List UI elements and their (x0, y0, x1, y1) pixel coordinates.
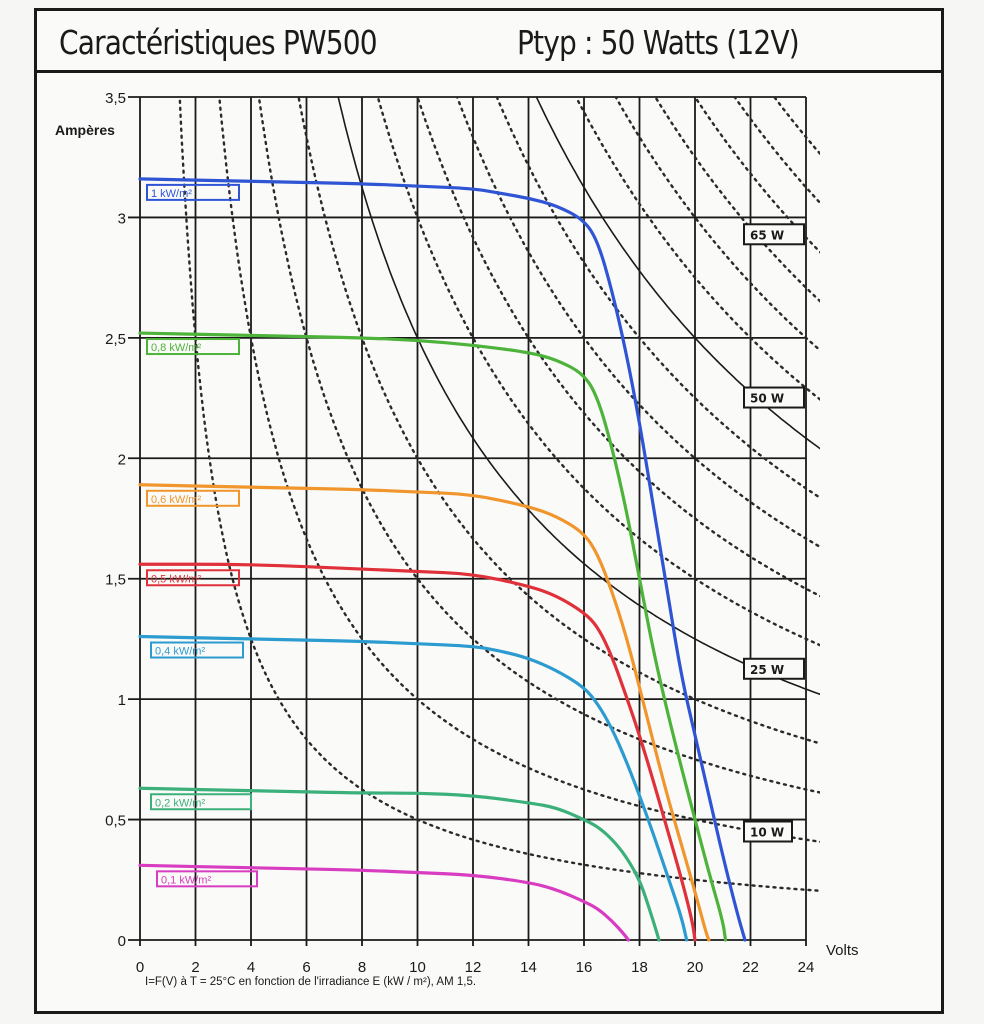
iso-power-dotted-40w (455, 97, 820, 549)
power-label-65w: 65 W (750, 228, 784, 242)
iso-power-dotted-55w (574, 97, 820, 401)
irradiance-label: 0,1 kW/m² (161, 874, 211, 886)
irradiance-label-box (146, 183, 240, 201)
x-tick-label: 6 (302, 959, 310, 976)
x-tick-label: 0 (136, 959, 144, 976)
chart-title-power: Ptyp : 50 Watts (12V) (517, 23, 800, 62)
y-tick-label: 0 (118, 933, 126, 950)
irradiance-label-box (150, 793, 252, 811)
irradiance-label: 1 kW/m² (151, 188, 192, 200)
y-tick-label: 2,5 (105, 331, 126, 348)
series-group (138, 177, 747, 942)
y-tick-label: 1,5 (105, 572, 126, 589)
x-tick-label: 18 (631, 959, 648, 976)
chart-title-model: Caractéristiques PW500 (59, 23, 378, 62)
power-label-box (743, 657, 805, 680)
iv-curve-0.2kw (138, 786, 661, 942)
irradiance-label: 0,4 kW/m² (155, 646, 205, 658)
irradiance-label-box (156, 870, 258, 888)
irradiance-label-box (150, 641, 244, 659)
irradiance-labels: 1 kW/m² 0,8 kW/m² 0,6 kW/m² 0,5 kW/m² 0,4 kW… (146, 183, 258, 888)
iso-power-dotted-15w (257, 97, 820, 794)
iv-curve-0.8kw (138, 331, 728, 942)
x-tick-label: 10 (409, 959, 426, 976)
irradiance-label: 0,2 kW/m² (155, 797, 205, 809)
iso-power-dotted-10w (218, 97, 820, 843)
x-tick-label: 4 (247, 959, 255, 976)
power-label-50w: 50 W (750, 392, 784, 406)
iso-power-dotted-35w (416, 97, 820, 598)
irradiance-label: 0,6 kW/m² (151, 494, 201, 506)
power-label-box (743, 820, 793, 843)
power-label-box (743, 386, 805, 409)
iso-power-dotted-60w (614, 97, 820, 352)
x-tick-label: 12 (465, 959, 482, 976)
irradiance-label: 0,5 kW/m² (151, 573, 201, 585)
x-tick-label: 20 (687, 959, 704, 976)
iso-power-dotted-20w (297, 97, 820, 745)
irradiance-label: 0,8 kW/m² (151, 342, 201, 354)
iso-power-curves (178, 97, 820, 893)
iso-power-dotted-5w (178, 97, 820, 893)
iso-power-solid-50w (535, 97, 820, 450)
power-label-box (743, 223, 805, 246)
y-tick-label: 0,5 (105, 813, 126, 830)
power-labels: 65 W 50 W 25 W 10 W (743, 223, 805, 843)
x-tick-label: 16 (576, 959, 593, 976)
iso-power-dotted-45w (495, 97, 820, 500)
title-bar: Caractéristiques PW500 Ptyp : 50 Watts (… (37, 11, 941, 73)
iv-curve-1kw (138, 177, 747, 942)
x-tick-label: 2 (191, 959, 199, 976)
power-label-25w: 25 W (750, 663, 784, 677)
x-tick-label: 22 (742, 959, 759, 976)
y-axis-label: Ampères (55, 122, 115, 138)
power-label-10w: 10 W (750, 826, 784, 840)
irradiance-label-box (146, 569, 240, 587)
y-tick-label: 3 (118, 210, 126, 227)
y-tick-label: 3,5 (105, 90, 126, 107)
x-tick-label: 24 (798, 959, 815, 976)
x-tick-label: 14 (520, 959, 537, 976)
y-tick-label: 1 (118, 692, 126, 709)
x-tick-label: 8 (358, 959, 366, 976)
iv-curve-0.6kw (138, 483, 711, 942)
iso-power-dotted-65w (653, 97, 820, 303)
irradiance-label-box (146, 338, 240, 356)
iv-curve-0.5kw (138, 562, 697, 942)
iso-power-solid-25w (337, 97, 820, 696)
iv-curve-0.4kw (138, 634, 689, 942)
x-axis-label: Volts (826, 942, 859, 959)
chart-caption: I=F(V) à T = 25°C en fonction de l'irrad… (145, 976, 476, 988)
iso-power-dotted-80w (772, 97, 820, 156)
y-tick-label: 2 (118, 451, 126, 468)
iv-curve-0.1kw (138, 863, 630, 942)
irradiance-label-box (146, 489, 240, 507)
iso-power-dotted-75w (733, 97, 820, 205)
